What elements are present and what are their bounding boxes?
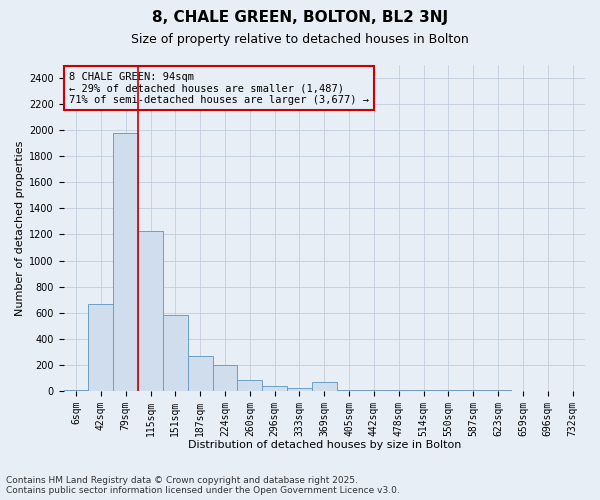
Bar	[411, 390, 436, 391]
Bar	[485, 390, 511, 391]
Bar	[238, 380, 262, 391]
Bar	[138, 230, 163, 391]
Text: 8 CHALE GREEN: 94sqm
← 29% of detached houses are smaller (1,487)
71% of semi-de: 8 CHALE GREEN: 94sqm ← 29% of detached h…	[69, 72, 369, 104]
Bar	[163, 316, 188, 391]
Bar	[362, 390, 386, 391]
Bar	[337, 390, 362, 391]
Bar	[386, 390, 411, 391]
Text: Size of property relative to detached houses in Bolton: Size of property relative to detached ho…	[131, 32, 469, 46]
Bar	[262, 386, 287, 391]
Bar	[287, 388, 312, 391]
Text: Contains HM Land Registry data © Crown copyright and database right 2025.
Contai: Contains HM Land Registry data © Crown c…	[6, 476, 400, 495]
Bar	[113, 133, 138, 391]
Text: 8, CHALE GREEN, BOLTON, BL2 3NJ: 8, CHALE GREEN, BOLTON, BL2 3NJ	[152, 10, 448, 25]
Bar	[436, 390, 461, 391]
Bar	[312, 382, 337, 391]
Bar	[188, 356, 212, 391]
X-axis label: Distribution of detached houses by size in Bolton: Distribution of detached houses by size …	[188, 440, 461, 450]
Bar	[64, 390, 88, 391]
Bar	[88, 304, 113, 391]
Bar	[461, 390, 485, 391]
Y-axis label: Number of detached properties: Number of detached properties	[15, 140, 25, 316]
Bar	[212, 365, 238, 391]
